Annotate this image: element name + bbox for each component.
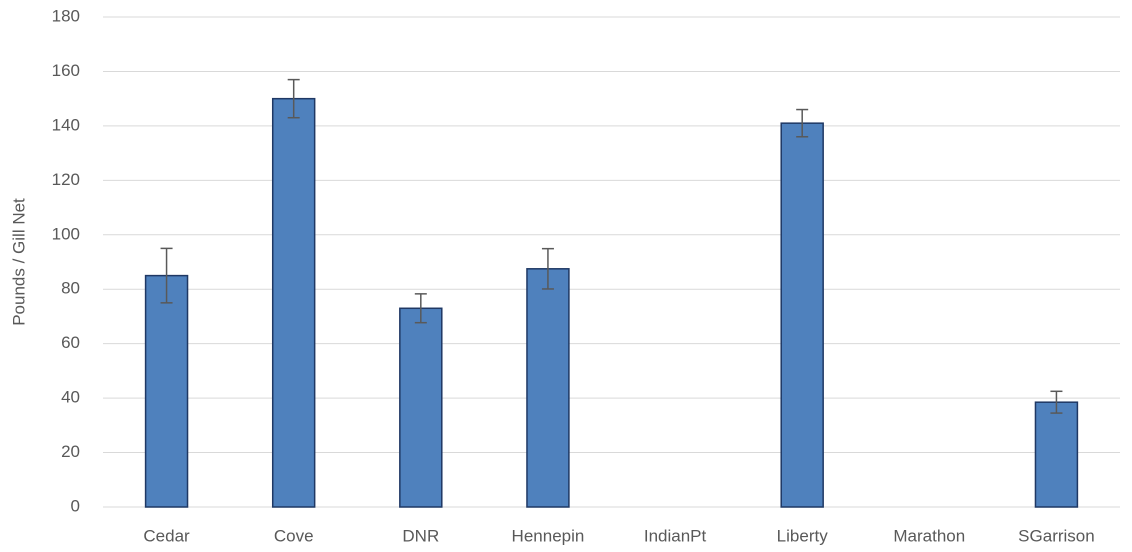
x-tick-label: Cove — [274, 526, 314, 545]
error-bar — [414, 293, 427, 324]
bar — [780, 122, 824, 508]
x-tick-label: Cedar — [143, 526, 190, 545]
error-bar — [796, 108, 809, 138]
x-tick-label: Liberty — [777, 526, 829, 545]
y-tick-label: 20 — [61, 442, 80, 461]
error-bar — [1050, 390, 1063, 414]
x-tick-label: Hennepin — [512, 526, 585, 545]
y-tick-label: 80 — [61, 279, 80, 298]
bar — [271, 97, 316, 508]
error-bar — [541, 247, 554, 290]
y-tick-label: 120 — [52, 170, 80, 189]
y-tick-label: 40 — [61, 388, 80, 407]
bar — [1034, 401, 1079, 508]
y-tick-label: 140 — [52, 115, 80, 134]
y-tick-label: 180 — [52, 6, 80, 25]
bar — [144, 274, 189, 508]
y-tick-label: 160 — [52, 61, 80, 80]
y-tick-label: 60 — [61, 333, 80, 352]
x-tick-label: SGarrison — [1018, 526, 1095, 545]
x-tick-label: DNR — [402, 526, 439, 545]
y-axis-label: Pounds / Gill Net — [9, 198, 28, 326]
y-tick-label: 100 — [52, 224, 80, 243]
x-tick-label: IndianPt — [644, 526, 707, 545]
bar — [526, 268, 570, 508]
error-bar — [160, 247, 173, 304]
bar — [399, 307, 443, 508]
y-tick-label: 0 — [71, 496, 80, 515]
x-tick-label: Marathon — [893, 526, 965, 545]
error-bar — [287, 78, 300, 119]
